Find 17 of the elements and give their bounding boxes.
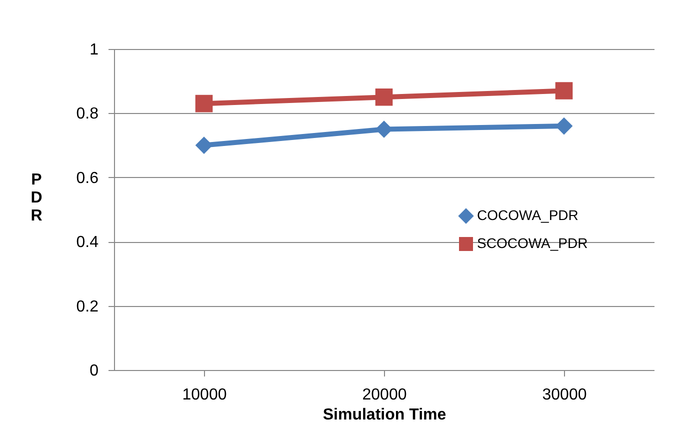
- y-tick-label: 0.6: [76, 170, 99, 187]
- x-tick-label: 10000: [182, 386, 227, 404]
- point: [375, 88, 393, 106]
- point: [195, 136, 213, 154]
- y-axis-title: PDR: [30, 172, 43, 224]
- y-tick-label: 0.2: [76, 298, 99, 316]
- legend-label: SCOCOWA_PDR: [477, 235, 588, 251]
- y-tick-label: 0: [90, 362, 99, 380]
- y-tick-label: 0.8: [76, 106, 99, 123]
- x-axis-title: Simulation Time: [322, 406, 446, 424]
- x-tick-label: 20000: [362, 386, 407, 404]
- y-tick-label: 1: [90, 42, 99, 58]
- point: [555, 82, 573, 100]
- point: [195, 94, 213, 112]
- y-tick-label: 0.4: [76, 234, 99, 252]
- x-tick-label: 30000: [542, 386, 587, 404]
- legend-label: COCOWA_PDR: [477, 207, 578, 223]
